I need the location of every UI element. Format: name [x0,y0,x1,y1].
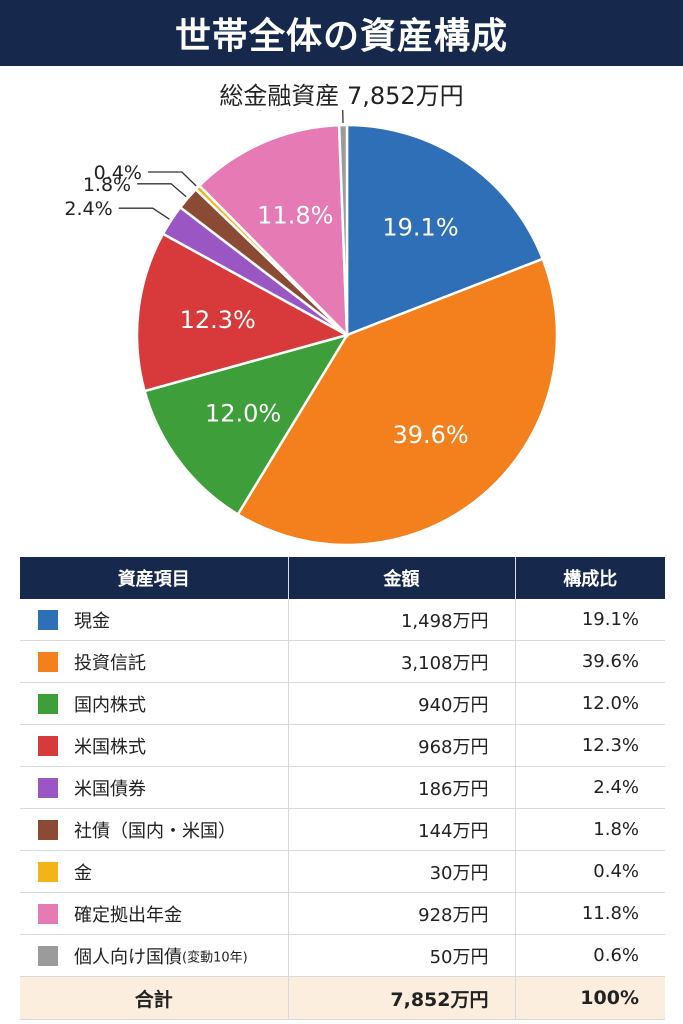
slice-label: 39.6% [392,421,468,449]
slice-outer-label: 1.8% [83,174,131,196]
page-title: 世帯全体の資産構成 [174,16,508,57]
table-row: 投資信託 3,108万円 39.6% [20,640,665,683]
leader-line [342,110,344,124]
legend-swatch [38,861,58,882]
asset-name-cell: 金 [20,850,289,893]
legend-swatch [38,651,58,672]
asset-name-cell: 社債（国内・米国） [20,808,289,851]
total-ratio: 100% [515,976,665,1020]
amount-cell: 186万円 [288,766,516,809]
asset-name: 米国債券 [74,778,146,800]
pie-slice [135,232,351,393]
ratio-cell: 12.3% [515,724,665,767]
legend-swatch [38,819,58,840]
amount-cell: 50万円 [288,934,516,977]
asset-name: 国内株式 [74,694,146,716]
table-row: 米国株式 968万円 12.3% [20,724,665,767]
asset-table: 資産項目 金額 構成比 現金 1,498万円 19.1% 投資信託 3,108万円 39.… [20,557,665,1020]
asset-name: 米国株式 [74,736,146,758]
ratio-cell: 19.1% [515,599,665,641]
slice-label: 11.8% [257,202,333,230]
amount-cell: 968万円 [288,724,516,767]
table-row: 米国債券 186万円 2.4% [20,766,665,809]
legend-swatch [38,903,58,924]
pie-slice [197,123,349,339]
ratio-cell: 0.6% [515,934,665,977]
ratio-cell: 0.4% [515,850,665,893]
table-row: 社債（国内・米国） 144万円 1.8% [20,808,665,851]
slice-label: 12.3% [180,306,256,334]
header-ratio: 構成比 [515,557,665,599]
amount-cell: 30万円 [288,850,516,893]
legend-swatch [38,735,58,756]
asset-name-cell: 投資信託 [20,640,289,683]
amount-cell: 940万円 [288,682,516,725]
total-amount: 7,852万円 [288,976,516,1020]
pie-slice [236,257,559,547]
table-row: 確定拠出年金 928万円 11.8% [20,892,665,935]
chart-subtitle: 総金融資産 7,852万円 [219,82,464,110]
slice-outer-label: 0.6% [254,110,302,115]
asset-name-cell: 個人向け国債(変動10年) [20,934,289,977]
slice-outer-label: 2.4% [64,198,112,220]
table-header-row: 資産項目 金額 構成比 [20,557,665,599]
legend-swatch [38,693,58,714]
asset-name: 金 [74,862,92,884]
pie-slice [337,123,349,336]
ratio-cell: 12.0% [515,682,665,725]
asset-name: 現金 [74,610,110,632]
asset-name-cell: 米国債券 [20,766,289,809]
legend-swatch [38,945,58,966]
table-row: 金 30万円 0.4% [20,850,665,893]
amount-cell: 928万円 [288,892,516,935]
legend-swatch [38,609,58,630]
table-row: 現金 1,498万円 19.1% [20,599,665,641]
asset-name-cell: 確定拠出年金 [20,892,289,935]
asset-name: 個人向け国債 [74,946,182,968]
slice-label: 19.1% [382,214,458,242]
leader-line [137,183,187,198]
pie-chart: 19.1% 39.6% 12.0% 12.3% 2.4%1.8%0.4% 11.8% 0.6… [64,110,559,547]
ratio-cell: 1.8% [515,808,665,851]
header-bar: 世帯全体の資産構成 [0,0,683,66]
table-row: 個人向け国債(変動10年) 50万円 0.6% [20,934,665,977]
asset-name-cell: 現金 [20,599,289,641]
amount-cell: 3,108万円 [288,640,516,683]
amount-cell: 144万円 [288,808,516,851]
pie-slice [345,123,545,337]
total-label: 合計 [20,976,289,1020]
leader-line [118,207,170,220]
slice-label: 12.0% [205,400,281,428]
amount-cell: 1,498万円 [288,599,516,641]
total-row: 合計 7,852万円 100% [20,976,665,1020]
asset-name: 社債（国内・米国） [74,820,236,842]
asset-name: 確定拠出年金 [74,904,182,926]
pie-slice [143,332,350,517]
leader-line [147,171,197,187]
asset-name-cell: 米国株式 [20,724,289,767]
legend-swatch [38,777,58,798]
ratio-cell: 11.8% [515,892,665,935]
ratio-cell: 2.4% [515,766,665,809]
header-amount: 金額 [288,557,516,599]
asset-name: 投資信託 [74,652,146,674]
ratio-cell: 39.6% [515,640,665,683]
table-row: 国内株式 940万円 12.0% [20,682,665,725]
asset-name-cell: 国内株式 [20,682,289,725]
asset-name-sub: (変動10年) [182,950,248,965]
header-asset: 資産項目 [20,557,289,599]
slice-outer-label: 0.4% [94,162,142,184]
